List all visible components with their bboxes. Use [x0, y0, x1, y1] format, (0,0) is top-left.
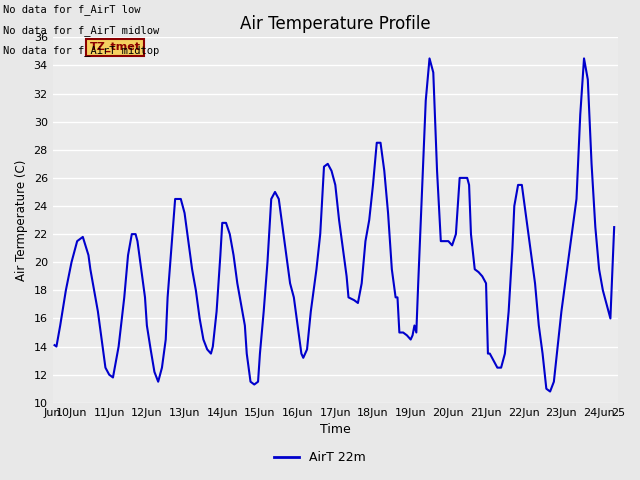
- AirT 22m: [290, 295, 298, 300]
- AirT 22m: [547, 389, 554, 395]
- Title: Air Temperature Profile: Air Temperature Profile: [240, 15, 431, 33]
- AirT 22m: [268, 196, 275, 202]
- X-axis label: Time: Time: [320, 423, 351, 436]
- Text: TZ_tmet: TZ_tmet: [90, 42, 140, 52]
- AirT 22m: [204, 347, 211, 352]
- Text: No data for f_AirT midtop: No data for f_AirT midtop: [3, 45, 159, 56]
- Line: AirT 22m: AirT 22m: [54, 59, 614, 392]
- Legend: AirT 22m: AirT 22m: [269, 446, 371, 469]
- Text: No data for f_AirT midlow: No data for f_AirT midlow: [3, 24, 159, 36]
- AirT 22m: [611, 224, 618, 230]
- AirT 22m: [51, 342, 58, 348]
- AirT 22m: [445, 238, 452, 244]
- AirT 22m: [426, 56, 433, 61]
- Text: No data for f_AirT low: No data for f_AirT low: [3, 4, 141, 15]
- AirT 22m: [505, 309, 513, 314]
- AirT 22m: [394, 295, 401, 300]
- Y-axis label: Air Termperature (C): Air Termperature (C): [15, 159, 28, 281]
